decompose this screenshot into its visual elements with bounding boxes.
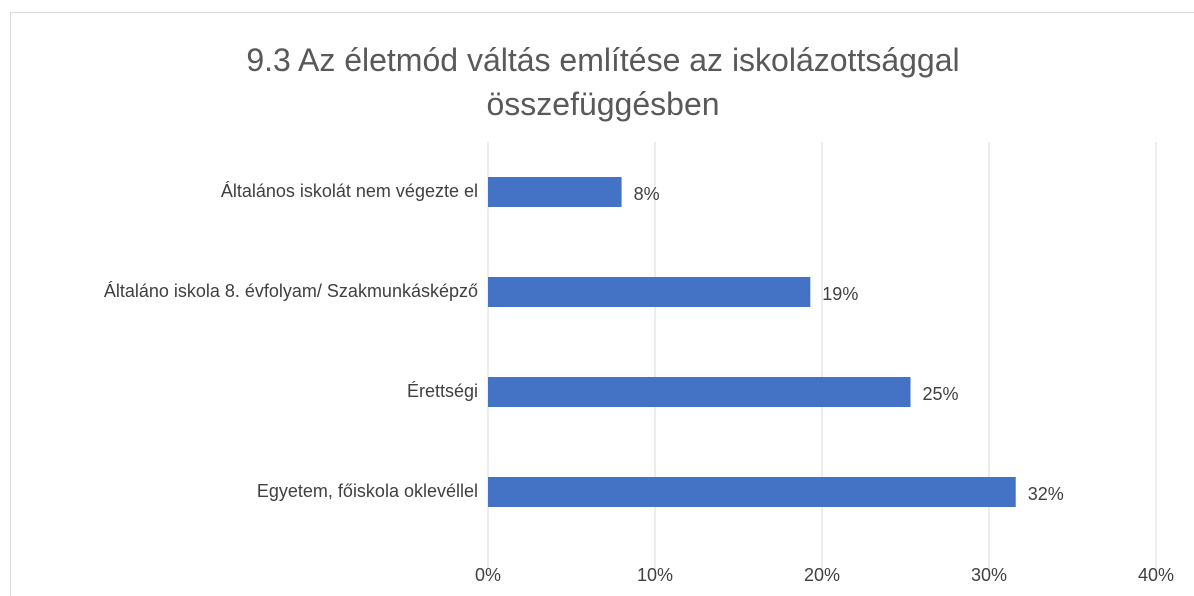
x-tick-label: 40% xyxy=(1138,565,1174,585)
data-label: 32% xyxy=(1028,484,1064,504)
bar xyxy=(488,377,911,407)
chart-border xyxy=(10,12,1194,596)
x-tick-label: 0% xyxy=(475,565,501,585)
bar xyxy=(488,177,622,207)
bar xyxy=(488,277,811,307)
data-label: 19% xyxy=(822,284,858,304)
bar xyxy=(488,477,1016,507)
x-tick-label: 30% xyxy=(971,565,1007,585)
chart-title: 9.3 Az életmód váltás említése az iskolá… xyxy=(246,42,960,122)
y-tick-label: Általános iskolát nem végezte el xyxy=(221,181,478,201)
y-tick-label: Egyetem, főiskola oklevéllel xyxy=(257,481,478,501)
x-tick-label: 20% xyxy=(804,565,840,585)
data-label: 25% xyxy=(923,384,959,404)
data-label: 8% xyxy=(634,184,660,204)
y-tick-label: Általáno iskola 8. évfolyam/ Szakmunkásk… xyxy=(104,281,478,301)
y-tick-label: Érettségi xyxy=(407,381,478,401)
x-tick-label: 10% xyxy=(637,565,673,585)
